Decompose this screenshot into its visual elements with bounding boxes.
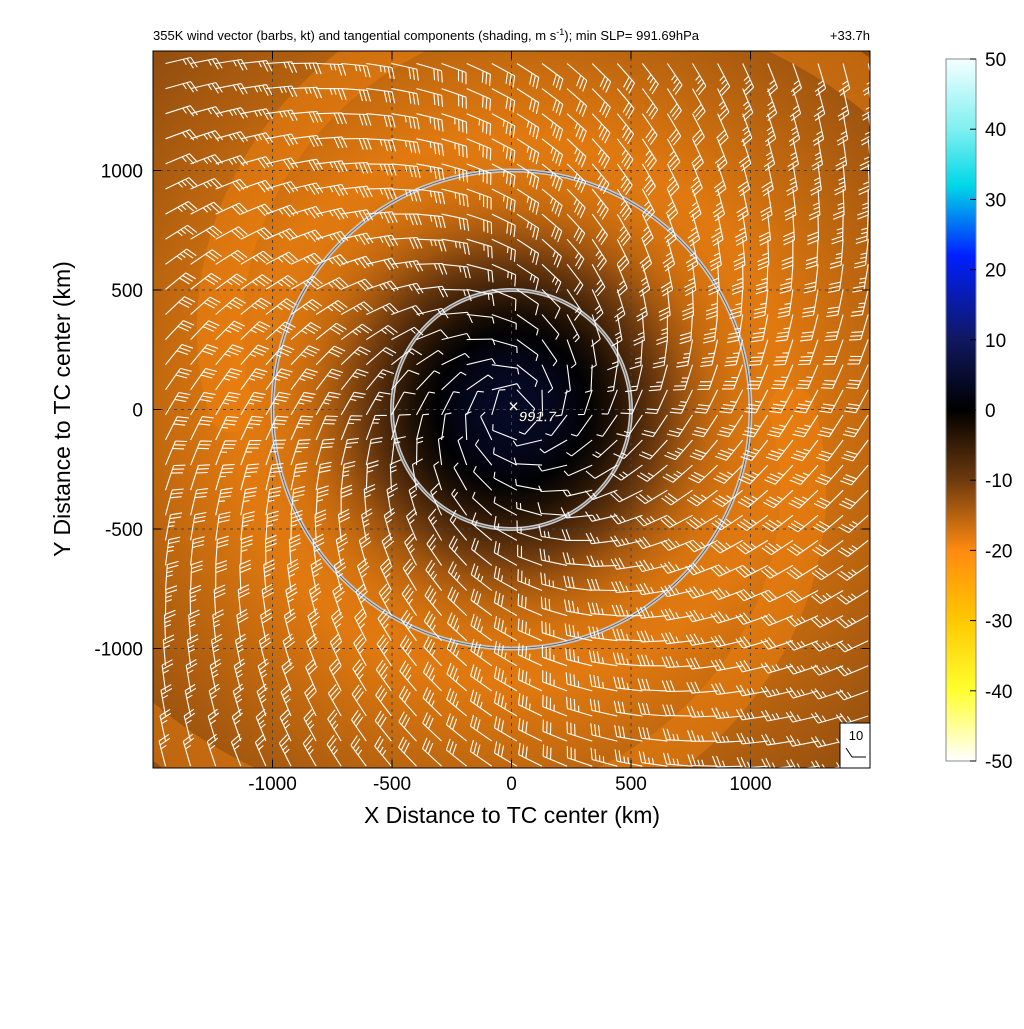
colorbar: 50 40 30 20 10 0 -10 -20 -30 -40 -50 [946,50,1012,773]
colorbar-tick-label: -30 [985,612,1012,633]
colorbar-tick-label: 40 [985,120,1006,141]
barb-reference-label: 10 [849,728,863,743]
chart-title: 355K wind vector (barbs, kt) and tangent… [153,27,700,43]
colorbar-tick-label: -10 [985,471,1012,492]
center-x-symbol: × [508,397,519,417]
y-axis-label: Y Distance to TC center (km) [49,261,75,557]
x-tick-label: 0 [506,774,517,795]
y-tick-label: 500 [111,281,143,302]
x-axis-label: X Distance to TC center (km) [364,802,660,828]
x-tick-label: -1000 [248,774,297,795]
y-tick-label: 0 [132,401,143,422]
x-tick-label: 1000 [729,774,771,795]
barb-reference-key: 10 [840,723,870,768]
x-tick-label: 500 [615,774,647,795]
colorbar-tick-label: -50 [985,752,1012,773]
y-tick-label: -1000 [94,640,143,661]
x-tick-label: -500 [373,774,411,795]
y-tick-label: 1000 [101,162,143,183]
colorbar-tick-label: -20 [985,541,1012,562]
min-slp-label: 991.7 [519,409,557,426]
y-tick-label: -500 [105,520,143,541]
colorbar-tick-label: 20 [985,261,1006,282]
title-superscript: -1 [556,27,564,37]
colorbar-tick-label: 10 [985,331,1006,352]
colorbar-tick-label: 30 [985,190,1006,211]
colorbar-tick-label: -40 [985,682,1012,703]
colorbar-tick-label: 50 [985,50,1006,71]
colorbar-tick-label: 0 [985,401,996,422]
time-label: +33.7h [830,28,870,43]
